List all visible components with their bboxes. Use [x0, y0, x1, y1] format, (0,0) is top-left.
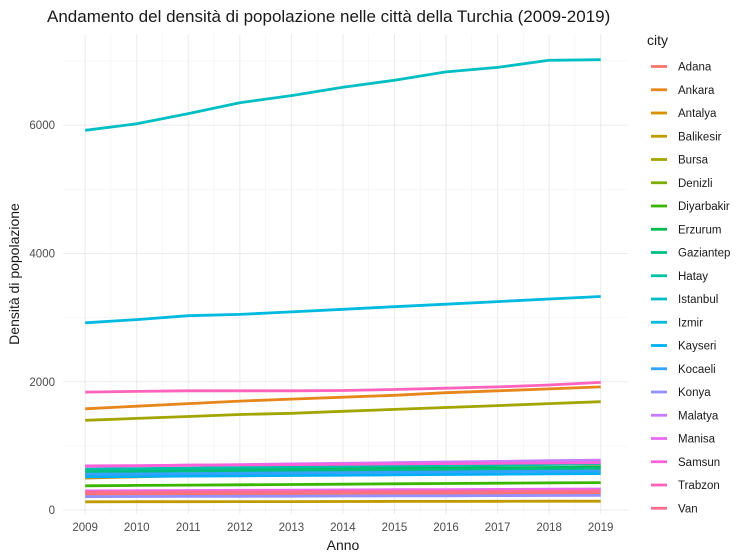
- legend-label: Konya: [678, 387, 711, 399]
- legend-label: Gaziantep: [678, 248, 730, 260]
- series-line-trabzon: [85, 381, 601, 394]
- x-axis-title: Anno: [327, 537, 360, 553]
- legend-item-istanbul: Istanbul: [651, 294, 718, 306]
- series-line-kayseri: [85, 472, 601, 479]
- legend-label: Antalya: [678, 108, 717, 120]
- legend-item-izmir: Izmir: [651, 317, 703, 329]
- series-line-diyarbakir: [85, 481, 601, 488]
- series-line-izmir: [85, 295, 601, 325]
- y-tick-label: 6000: [29, 120, 55, 132]
- legend-title: city: [647, 32, 668, 48]
- legend-item-erzurum: Erzurum: [651, 224, 721, 236]
- legend-label: Erzurum: [678, 224, 721, 236]
- legend-item-hatay: Hatay: [651, 271, 708, 283]
- legend-label: Kayseri: [678, 341, 716, 353]
- legend-item-manisa: Manisa: [651, 434, 716, 446]
- legend-item-van: Van: [651, 503, 698, 515]
- legend-label: Denizli: [678, 178, 713, 190]
- x-tick-label: 2013: [279, 522, 305, 534]
- series-lines: [85, 58, 601, 504]
- series-line-hatay: [85, 462, 601, 471]
- series-line-istanbul: [85, 58, 601, 132]
- x-tick-label: 2018: [536, 522, 562, 534]
- legend-label: Balikesir: [678, 131, 722, 143]
- legend-item-gaziantep: Gaziantep: [651, 248, 730, 260]
- legend-label: Trabzon: [678, 480, 720, 492]
- x-tick-label: 2016: [433, 522, 459, 534]
- legend-label: Adana: [678, 62, 712, 74]
- y-axis-title: Densità di popolazione: [6, 203, 22, 345]
- series-line-gaziantep: [85, 467, 601, 473]
- y-tick-label: 4000: [29, 248, 55, 260]
- x-tick-label: 2019: [588, 522, 614, 534]
- legend-item-diyarbakir: Diyarbakir: [651, 201, 730, 213]
- legend-item-kocaeli: Kocaeli: [651, 364, 716, 376]
- series-line-bursa: [85, 400, 601, 422]
- legend-label: Izmir: [678, 317, 703, 329]
- series-line-ankara: [85, 385, 601, 411]
- legend-label: Van: [678, 503, 698, 515]
- legend-item-kayseri: Kayseri: [651, 341, 716, 353]
- legend-label: Ankara: [678, 85, 715, 97]
- legend-item-malatya: Malatya: [651, 410, 719, 422]
- legend-label: Malatya: [678, 410, 719, 422]
- y-tick-label: 2000: [29, 377, 55, 389]
- x-axis-ticks: 2009 2010 2011 2012 2013 2014 2015 2016 2017 2018…: [72, 522, 613, 534]
- series-line-samsun: [85, 461, 601, 468]
- legend-item-konya: Konya: [651, 387, 711, 399]
- legend-item-samsun: Samsun: [651, 457, 720, 469]
- y-axis-ticks: 0 2000 4000 6000: [29, 120, 55, 517]
- x-tick-label: 2009: [72, 522, 98, 534]
- legend-item-bursa: Bursa: [651, 155, 709, 167]
- x-tick-label: 2010: [124, 522, 150, 534]
- plot-panel: [63, 34, 628, 514]
- x-tick-label: 2014: [330, 522, 356, 534]
- x-tick-label: 2012: [227, 522, 253, 534]
- grid-minor: [63, 34, 628, 514]
- legend-item-antalya: Antalya: [651, 108, 717, 120]
- y-tick-label: 0: [49, 505, 55, 517]
- legend-label: Kocaeli: [678, 364, 716, 376]
- x-tick-label: 2015: [382, 522, 408, 534]
- series-line-adana: [85, 491, 601, 496]
- grid-major: [63, 34, 628, 514]
- legend-label: Samsun: [678, 457, 720, 469]
- series-line-van: [85, 489, 601, 494]
- legend-item-balikesir: Balikesir: [651, 131, 722, 143]
- chart-title: Andamento del densità di popolazione nel…: [47, 7, 610, 26]
- series-line-kocaeli: [85, 469, 601, 476]
- legend-item-adana: Adana: [651, 62, 712, 74]
- legend-label: Bursa: [678, 155, 709, 167]
- series-line-konya: [85, 493, 601, 499]
- x-tick-label: 2017: [485, 522, 511, 534]
- legend-item-denizli: Denizli: [651, 178, 713, 190]
- legend-items: Adana Ankara Antalya Balikesir Bursa Denizli D…: [651, 62, 730, 515]
- series-line-balikesir: [85, 499, 601, 504]
- legend-label: Hatay: [678, 271, 708, 283]
- legend-label: Manisa: [678, 434, 716, 446]
- x-tick-label: 2011: [176, 522, 201, 534]
- legend: city Adana Ankara Antalya Balikesir Bursa Den…: [647, 32, 730, 515]
- legend-item-ankara: Ankara: [651, 85, 715, 97]
- legend-label: Istanbul: [678, 294, 718, 306]
- legend-item-trabzon: Trabzon: [651, 480, 720, 492]
- legend-label: Diyarbakir: [678, 201, 730, 213]
